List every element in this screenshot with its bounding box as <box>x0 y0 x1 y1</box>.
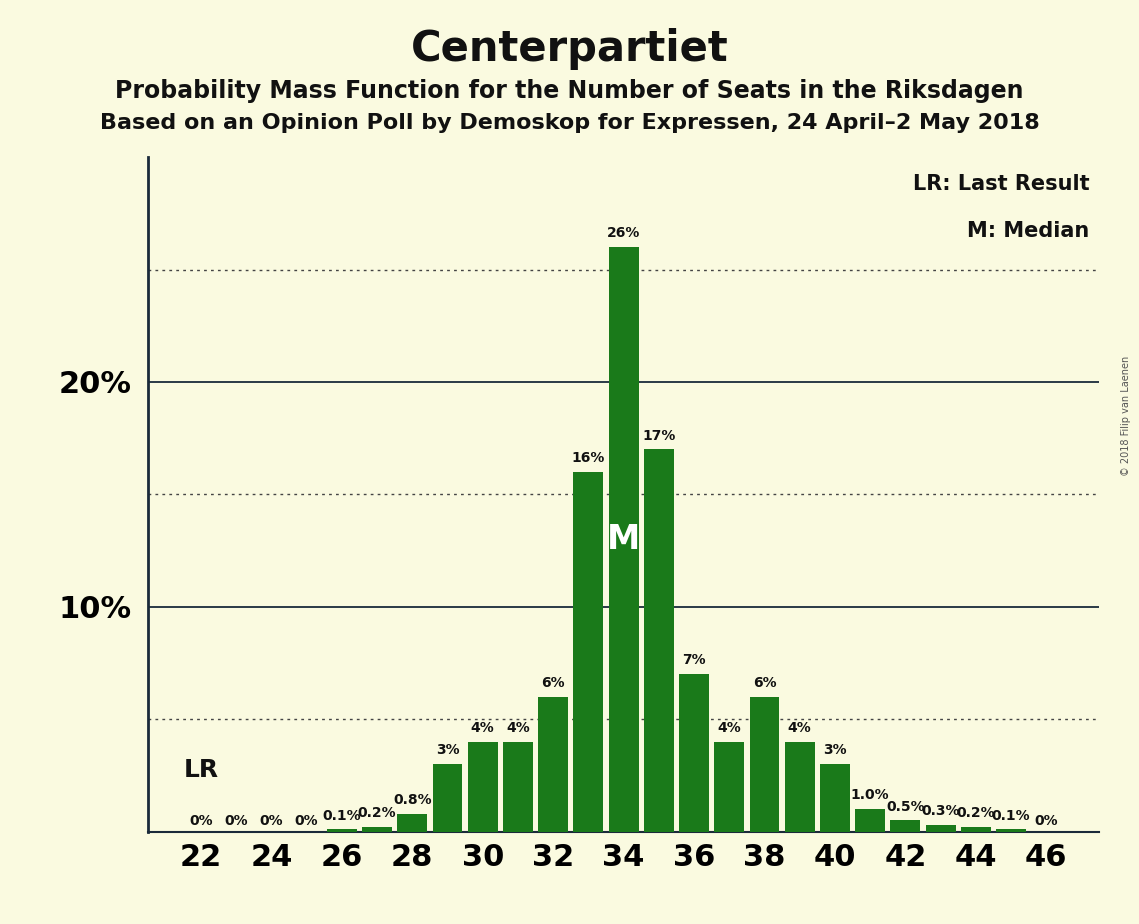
Text: 0%: 0% <box>1034 814 1058 828</box>
Bar <box>961 827 991 832</box>
Text: 6%: 6% <box>541 676 565 690</box>
Text: LR: Last Result: LR: Last Result <box>913 174 1090 194</box>
Text: 3%: 3% <box>435 744 459 758</box>
Text: 0.1%: 0.1% <box>992 808 1031 822</box>
Text: 16%: 16% <box>572 451 605 465</box>
Text: Based on an Opinion Poll by Demoskop for Expressen, 24 April–2 May 2018: Based on an Opinion Poll by Demoskop for… <box>99 113 1040 133</box>
Bar <box>539 697 568 832</box>
Bar <box>820 764 850 832</box>
Bar <box>468 742 498 832</box>
Text: 1.0%: 1.0% <box>851 788 890 802</box>
Text: 0.5%: 0.5% <box>886 799 925 814</box>
Bar <box>749 697 779 832</box>
Bar <box>785 742 814 832</box>
Text: 4%: 4% <box>718 721 741 735</box>
Text: LR: LR <box>183 758 219 782</box>
Bar <box>997 830 1026 832</box>
Text: 26%: 26% <box>607 226 640 240</box>
Bar <box>327 830 357 832</box>
Bar <box>433 764 462 832</box>
Bar <box>573 472 604 832</box>
Text: 0.3%: 0.3% <box>921 804 960 818</box>
Text: 0.2%: 0.2% <box>358 807 396 821</box>
Text: Probability Mass Function for the Number of Seats in the Riksdagen: Probability Mass Function for the Number… <box>115 79 1024 103</box>
Text: 0%: 0% <box>260 814 284 828</box>
Text: 0.1%: 0.1% <box>322 808 361 822</box>
Bar <box>926 825 956 832</box>
Text: M: M <box>607 523 640 556</box>
Text: M: Median: M: Median <box>967 221 1090 241</box>
Text: 0.8%: 0.8% <box>393 793 432 807</box>
Text: 0%: 0% <box>295 814 319 828</box>
Bar <box>714 742 744 832</box>
Text: Centerpartiet: Centerpartiet <box>411 28 728 69</box>
Text: 0%: 0% <box>224 814 248 828</box>
Text: 6%: 6% <box>753 676 777 690</box>
Bar <box>891 821 920 832</box>
Bar <box>679 675 708 832</box>
Bar <box>644 449 674 832</box>
Text: © 2018 Filip van Laenen: © 2018 Filip van Laenen <box>1121 356 1131 476</box>
Bar <box>398 814 427 832</box>
Bar <box>362 827 392 832</box>
Bar <box>503 742 533 832</box>
Text: 4%: 4% <box>506 721 530 735</box>
Text: 7%: 7% <box>682 653 706 667</box>
Text: 3%: 3% <box>823 744 846 758</box>
Text: 17%: 17% <box>642 429 675 443</box>
Text: 4%: 4% <box>788 721 812 735</box>
Text: 0%: 0% <box>189 814 213 828</box>
Text: 4%: 4% <box>470 721 494 735</box>
Bar <box>855 809 885 832</box>
Text: 0.2%: 0.2% <box>957 807 995 821</box>
Bar <box>608 247 639 832</box>
